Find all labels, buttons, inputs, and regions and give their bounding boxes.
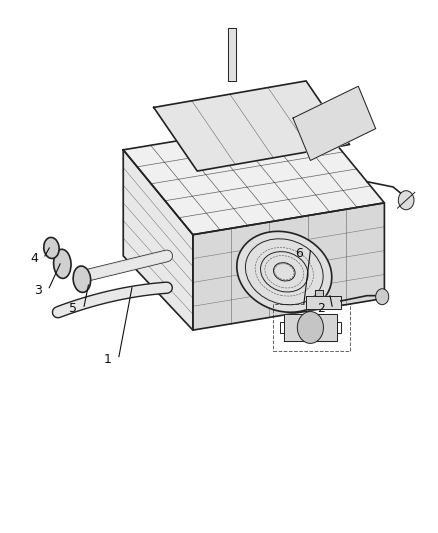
Ellipse shape	[53, 249, 71, 278]
Ellipse shape	[237, 231, 332, 312]
Text: 5: 5	[69, 302, 77, 316]
Text: 3: 3	[35, 284, 42, 297]
Polygon shape	[284, 314, 336, 341]
Circle shape	[297, 312, 323, 343]
Polygon shape	[315, 290, 323, 296]
Circle shape	[398, 191, 414, 210]
Ellipse shape	[44, 237, 59, 259]
Circle shape	[376, 289, 389, 305]
Polygon shape	[123, 118, 385, 235]
Text: 4: 4	[30, 252, 38, 265]
Text: 1: 1	[104, 353, 112, 366]
Polygon shape	[228, 28, 237, 81]
Ellipse shape	[73, 266, 91, 293]
Polygon shape	[306, 296, 341, 309]
Polygon shape	[123, 150, 193, 330]
Text: 2: 2	[318, 302, 325, 316]
Polygon shape	[193, 203, 385, 330]
Polygon shape	[293, 86, 376, 160]
Polygon shape	[154, 81, 350, 171]
Text: 6: 6	[296, 247, 304, 260]
